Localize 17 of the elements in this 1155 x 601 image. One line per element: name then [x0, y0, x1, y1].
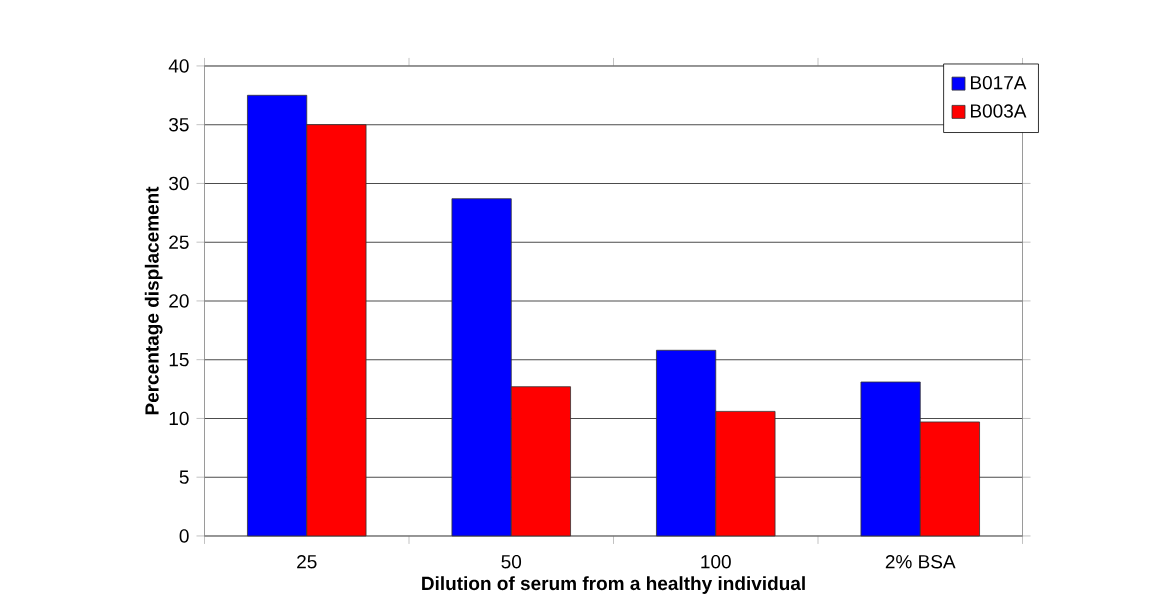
- y-axis-title: Percentage displacement: [144, 186, 163, 415]
- y-tick-label: 35: [169, 118, 189, 132]
- y-tick-label: 0: [179, 529, 189, 543]
- y-tick-label: 40: [168, 59, 189, 73]
- x-tick-label: 2% BSA: [885, 555, 956, 569]
- y-tick-label: 20: [169, 294, 189, 308]
- y-tick-label: 30: [169, 176, 189, 191]
- x-axis-title: Dilution of serum from a healthy individual: [422, 576, 805, 595]
- x-tick-label: 25: [297, 555, 317, 569]
- legend-label: B017A: [970, 76, 1027, 90]
- y-tick-label: 5: [179, 470, 189, 485]
- x-tick-label: 100: [701, 555, 731, 569]
- y-tick-label: 10: [169, 411, 189, 426]
- x-tick-label: 50: [501, 555, 522, 569]
- y-tick-label: 15: [169, 353, 189, 367]
- legend-label: B003A: [970, 104, 1027, 118]
- y-tick-label: 25: [169, 235, 189, 250]
